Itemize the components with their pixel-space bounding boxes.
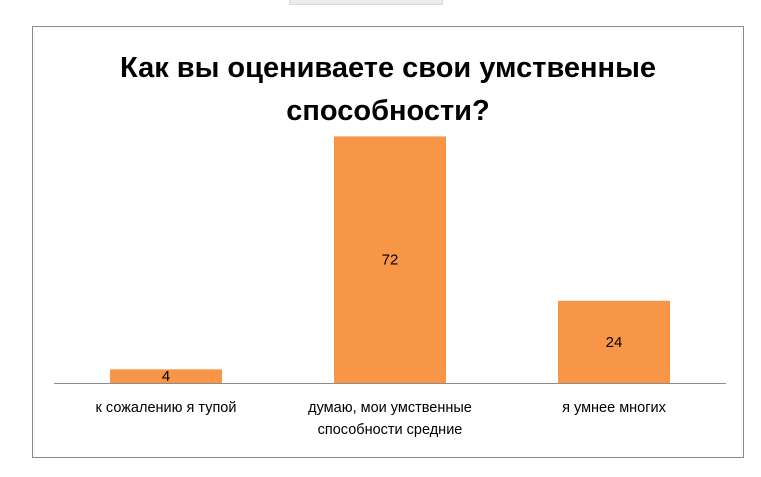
category-label-2: я умнее многих	[562, 400, 666, 416]
bar-value-label-0: 4	[162, 368, 170, 385]
category-label-1: думаю, мои умственные способности средни…	[308, 400, 472, 438]
chart-area: Как вы оцениваете свои умственные способ…	[32, 26, 744, 458]
category-label-0: к сожалению я тупой	[95, 400, 237, 416]
bar-1	[334, 136, 446, 383]
bar-2	[558, 300, 670, 383]
chart-title: Как вы оцениваете свои умственные способ…	[120, 52, 656, 127]
chart-plot: 4 72 24	[54, 136, 726, 385]
top-tab	[289, 0, 443, 5]
bar-value-label-2: 24	[606, 334, 623, 351]
bar-value-label-1: 72	[382, 252, 399, 269]
bar-0	[110, 369, 222, 383]
